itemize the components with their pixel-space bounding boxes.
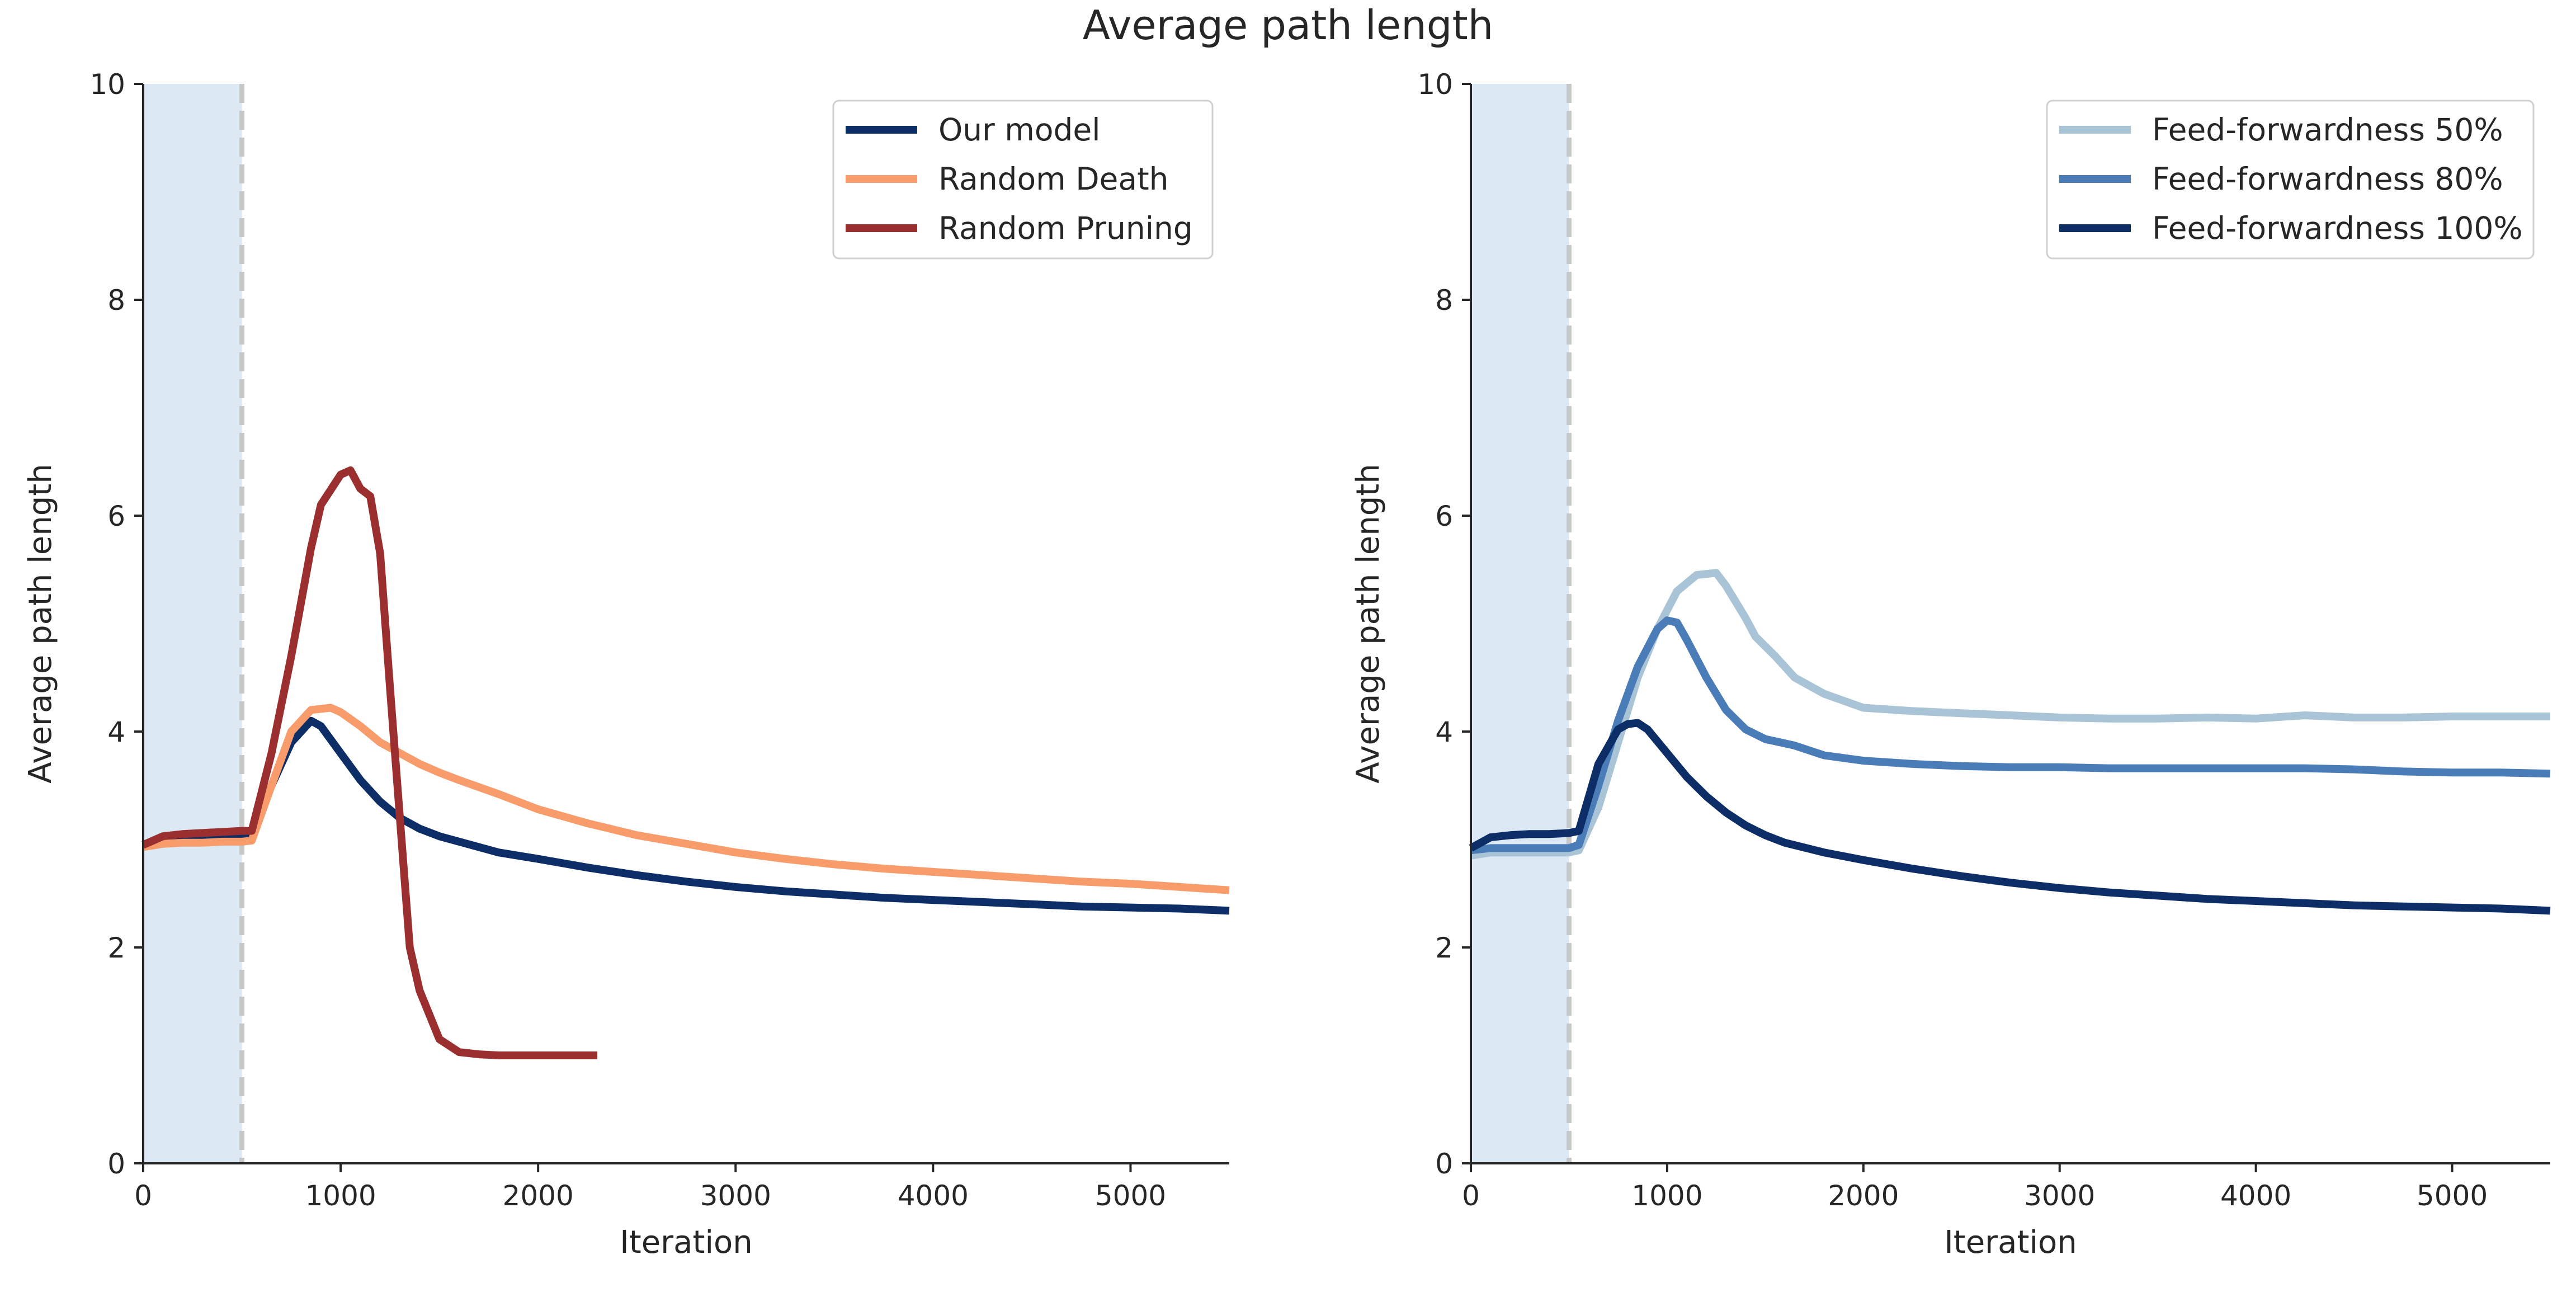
x-tick-label: 1000 xyxy=(305,1180,376,1212)
legend-frame xyxy=(832,100,1214,260)
y-tick-label: 2 xyxy=(107,932,125,964)
x-tick-label: 2000 xyxy=(1828,1180,1899,1212)
shaded-region xyxy=(143,84,242,1163)
x-tick-label: 1000 xyxy=(1631,1180,1702,1212)
y-tick-label: 10 xyxy=(89,68,125,101)
x-tick-label: 3000 xyxy=(700,1180,771,1212)
x-tick-label: 3000 xyxy=(2024,1180,2095,1212)
series-line-0 xyxy=(1470,569,2550,860)
legend-label: Random Death xyxy=(938,161,1169,197)
x-tick-label: 5000 xyxy=(1095,1180,1166,1212)
chart-panel-left: 0 1000 2000 3000 4000 5000 0 2 4 6 8 10 Iteration Ave… xyxy=(22,68,1230,1261)
y-tick-label: 0 xyxy=(1435,1148,1453,1180)
shaded-region xyxy=(1471,84,1569,1163)
y-tick-label: 8 xyxy=(107,284,125,317)
x-tick-label: 0 xyxy=(134,1180,152,1212)
series-line-1 xyxy=(1470,616,2551,855)
y-tick-label: 2 xyxy=(1435,932,1453,964)
x-tick-label: 2000 xyxy=(503,1180,574,1212)
y-tick-label: 4 xyxy=(1435,716,1453,748)
legend-label: Feed-forwardness 100% xyxy=(2152,210,2523,246)
series-line-2 xyxy=(1469,719,2551,915)
x-tick-label: 5000 xyxy=(2417,1180,2488,1212)
x-axis-label: Iteration xyxy=(1944,1224,2077,1261)
legend-label: Random Pruning xyxy=(938,210,1193,246)
y-tick-label: 10 xyxy=(1417,68,1453,101)
y-tick-label: 6 xyxy=(107,500,125,532)
y-tick-label: 6 xyxy=(1435,500,1453,532)
legend-label: Feed-forwardness 50% xyxy=(2152,112,2503,148)
series-line-0 xyxy=(142,716,1230,915)
legend: Feed-forwardness 50% Feed-forwardness 80%… xyxy=(2046,100,2535,260)
y-tick-label: 0 xyxy=(107,1148,125,1180)
y-axis-label: Average path length xyxy=(22,464,59,783)
chart-panel-right: 0 1000 2000 3000 4000 5000 0 2 4 6 8 10 Iteration Ave… xyxy=(1350,68,2551,1261)
x-tick-label: 4000 xyxy=(2220,1180,2291,1212)
y-tick-label: 4 xyxy=(107,716,125,748)
series-line-1 xyxy=(142,704,1230,894)
y-axis-label: Average path length xyxy=(1350,464,1386,783)
y-tick-label: 8 xyxy=(1435,284,1453,317)
legend-label: Our model xyxy=(938,112,1101,148)
legend: Our model Random Death Random Pruning xyxy=(832,100,1214,260)
x-axis-label: Iteration xyxy=(620,1224,753,1261)
figure-title: Average path length xyxy=(1083,2,1494,49)
legend-label: Feed-forwardness 80% xyxy=(2152,161,2503,197)
series-line-2 xyxy=(141,466,598,1059)
x-tick-label: 4000 xyxy=(898,1180,969,1212)
x-tick-label: 0 xyxy=(1462,1180,1480,1212)
legend-frame xyxy=(2046,100,2535,260)
